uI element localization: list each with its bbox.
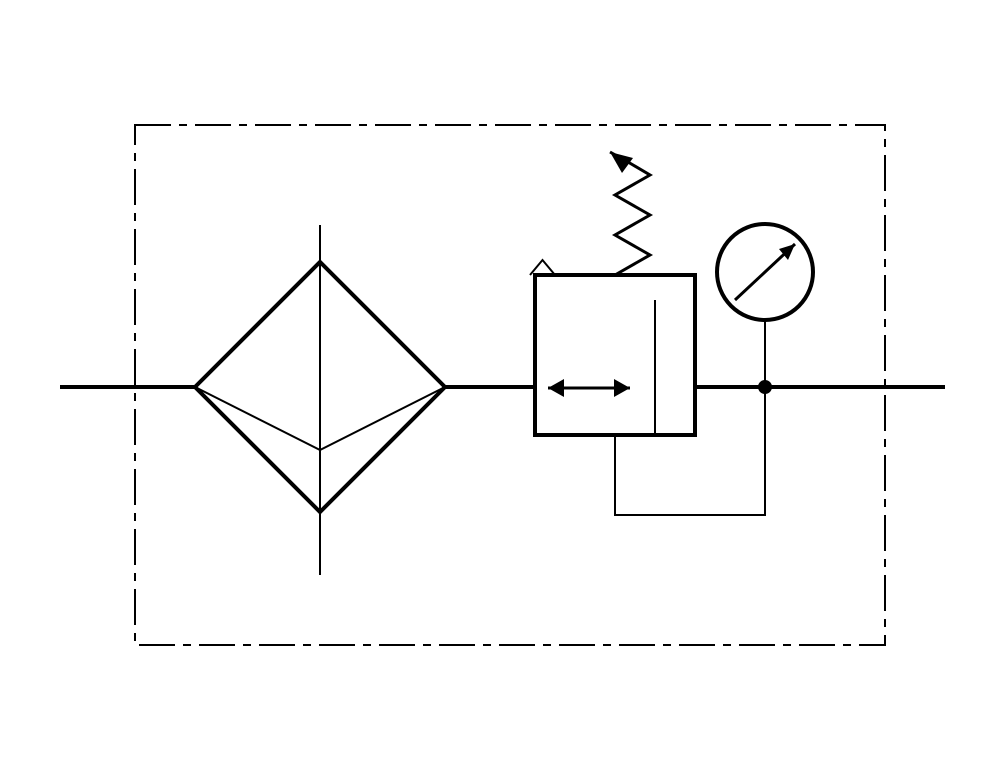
pilot-sensing-line [615,392,765,515]
pneumatic-diagram [0,0,1000,764]
regulator-body [535,275,695,435]
regulator-arrow-left-head [548,379,564,397]
regulator-vent-triangle [530,260,555,275]
regulator-spring-arrow-head [610,152,633,173]
regulator-spring [615,162,650,275]
regulator-arrow-right-head [614,379,630,397]
